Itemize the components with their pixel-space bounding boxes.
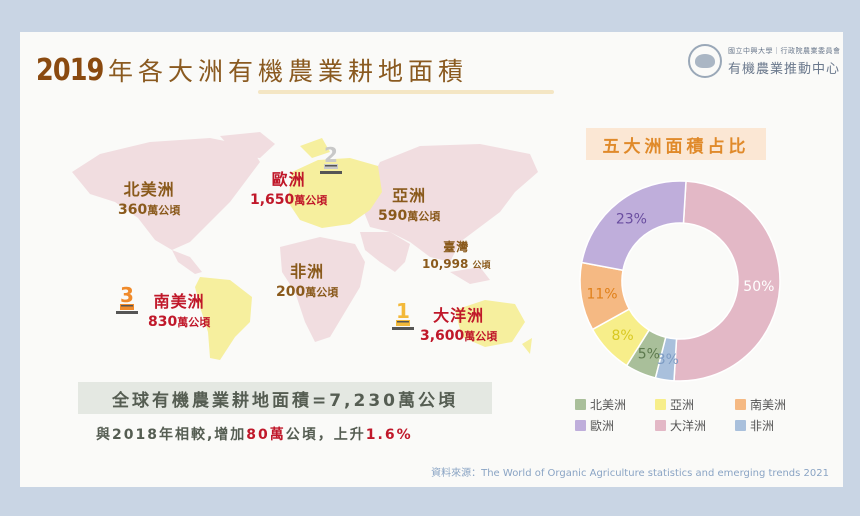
change-text: 與2018年相較,增加80萬公頃，上升1.6% bbox=[96, 424, 413, 444]
region-unit: 萬公頃 bbox=[177, 316, 211, 329]
slice-label: 5% bbox=[638, 347, 660, 363]
trophy-2nd-icon: 2 bbox=[320, 144, 342, 174]
slice-label: 8% bbox=[611, 328, 633, 344]
change-percent: 1.6% bbox=[365, 427, 413, 443]
legend-swatch bbox=[575, 399, 586, 410]
legend-item: 亞洲 bbox=[655, 396, 735, 413]
total-area-text: 全球有機農業耕地面積=7,230萬公頃 bbox=[111, 390, 459, 411]
region-name: 北美洲 bbox=[123, 180, 175, 199]
donut-slice bbox=[580, 180, 687, 272]
total-area-box: 全球有機農業耕地面積=7,230萬公頃 bbox=[78, 382, 492, 414]
chart-legend: 北美洲 亞洲 南美洲 歐洲 大洋洲 非洲 bbox=[575, 396, 815, 434]
region-south-america: 南美洲 830萬公頃 bbox=[148, 288, 210, 330]
region-name: 歐洲 bbox=[271, 170, 306, 189]
legend-label: 亞洲 bbox=[670, 398, 695, 412]
legend-label: 非洲 bbox=[750, 419, 775, 433]
legend-item: 歐洲 bbox=[575, 417, 655, 434]
legend-label: 南美洲 bbox=[750, 398, 787, 412]
donut-slice bbox=[673, 180, 781, 382]
trophy-1st-icon: 1 bbox=[392, 300, 414, 330]
change-amount: 80萬 bbox=[246, 427, 286, 443]
region-name: 非洲 bbox=[290, 262, 325, 281]
slice-label: 11% bbox=[586, 287, 617, 303]
donut-labels: 50% 3%5% 8% 11% 23% bbox=[586, 212, 774, 368]
world-map bbox=[60, 132, 540, 362]
region-unit: 萬公頃 bbox=[305, 286, 339, 299]
svg-text:3: 3 bbox=[120, 284, 134, 307]
region-name: 南美洲 bbox=[153, 292, 205, 311]
region-name: 臺灣 bbox=[443, 240, 470, 254]
legend-item: 非洲 bbox=[735, 417, 815, 434]
legend-swatch bbox=[735, 420, 746, 431]
region-africa: 非洲 200萬公頃 bbox=[276, 258, 338, 300]
region-value: 590 bbox=[378, 208, 408, 224]
logo: 國立中興大學｜行政院農業委員會 有機農業推動中心 bbox=[688, 44, 841, 78]
logo-name: 有機農業推動中心 bbox=[728, 61, 841, 77]
infographic-card: 2019 年各大洲有機農業耕地面積 國立中興大學｜行政院農業委員會 有機農業推動… bbox=[20, 32, 843, 487]
title-underline bbox=[258, 90, 554, 94]
donut-chart: 50% 3%5% 8% 11% 23% bbox=[579, 180, 781, 382]
title-year: 2019 bbox=[36, 53, 104, 88]
legend-item: 南美洲 bbox=[735, 396, 815, 413]
region-value: 200 bbox=[276, 284, 306, 300]
slice-label: 23% bbox=[616, 212, 647, 228]
slice-label: 3% bbox=[657, 352, 679, 368]
change-prefix: 與2018年相較,增加 bbox=[96, 427, 247, 443]
world-map-icon bbox=[72, 132, 538, 360]
region-taiwan: 臺灣 10,998 公頃 bbox=[422, 238, 491, 271]
region-value: 830 bbox=[148, 314, 178, 330]
legend-item: 大洋洲 bbox=[655, 417, 735, 434]
donut-slices bbox=[579, 180, 781, 382]
region-oceania: 大洋洲 3,600萬公頃 bbox=[420, 302, 497, 344]
region-unit: 萬公頃 bbox=[147, 204, 181, 217]
region-value: 360 bbox=[118, 202, 148, 218]
region-name: 大洋洲 bbox=[433, 306, 485, 325]
legend-label: 歐洲 bbox=[590, 419, 615, 433]
region-value: 3,600 bbox=[420, 328, 465, 344]
region-unit: 萬公頃 bbox=[464, 330, 498, 343]
slice-label: 50% bbox=[743, 279, 774, 295]
legend-label: 大洋洲 bbox=[670, 419, 707, 433]
region-unit: 公頃 bbox=[472, 261, 491, 271]
svg-text:2: 2 bbox=[324, 144, 338, 167]
legend-swatch bbox=[655, 399, 666, 410]
pie-title-text: 五大洲面積占比 bbox=[602, 136, 750, 157]
legend-swatch bbox=[735, 399, 746, 410]
region-value: 1,650 bbox=[250, 192, 295, 208]
logo-org: 國立中興大學｜行政院農業委員會 bbox=[728, 46, 841, 55]
region-unit: 萬公頃 bbox=[294, 194, 328, 207]
svg-text:1: 1 bbox=[396, 300, 410, 323]
pie-title: 五大洲面積占比 bbox=[586, 128, 766, 160]
title-text: 年各大洲有機農業耕地面積 bbox=[108, 57, 469, 86]
region-name: 亞洲 bbox=[392, 186, 427, 205]
region-value: 10,998 bbox=[422, 257, 469, 271]
region-unit: 萬公頃 bbox=[407, 210, 441, 223]
source-citation: 資料來源：The World of Organic Agriculture st… bbox=[431, 468, 829, 479]
legend-swatch bbox=[575, 420, 586, 431]
region-north-america: 北美洲 360萬公頃 bbox=[118, 176, 180, 218]
emblem-icon bbox=[688, 44, 722, 78]
legend-label: 北美洲 bbox=[590, 398, 627, 412]
page-title: 2019 年各大洲有機農業耕地面積 bbox=[36, 52, 468, 92]
region-europe: 歐洲 1,650萬公頃 bbox=[250, 166, 327, 208]
region-asia: 亞洲 590萬公頃 bbox=[378, 182, 440, 224]
legend-item: 北美洲 bbox=[575, 396, 655, 413]
legend-swatch bbox=[655, 420, 666, 431]
change-mid: 公頃，上升 bbox=[285, 427, 366, 443]
trophy-3rd-icon: 3 bbox=[116, 284, 138, 314]
